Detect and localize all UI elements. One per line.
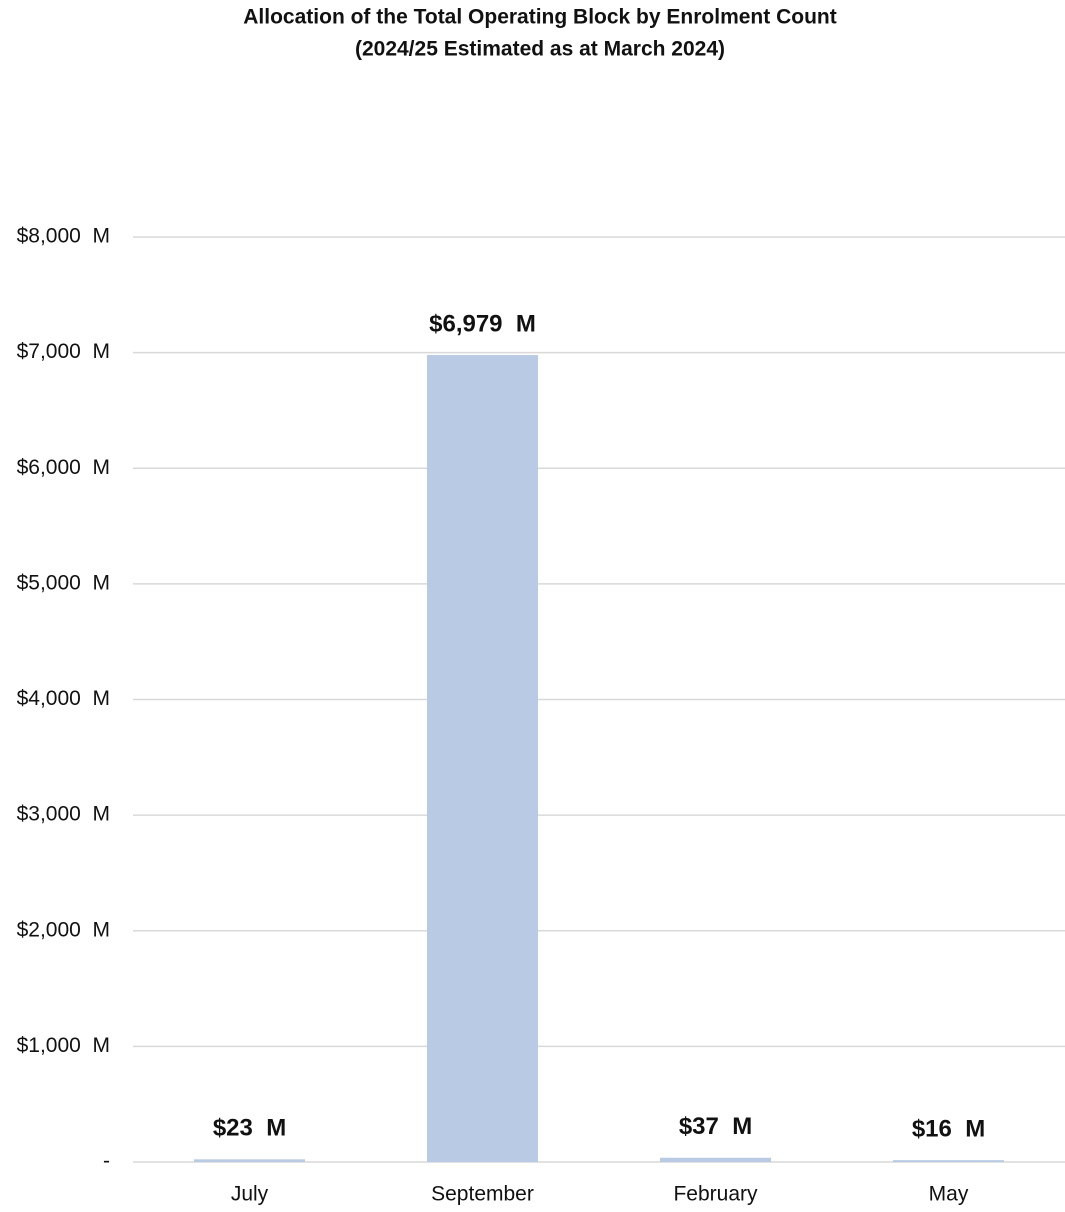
y-tick-label: - xyxy=(103,1150,110,1173)
data-label: $6,979 M xyxy=(429,310,536,337)
chart-title: Allocation of the Total Operating Block … xyxy=(243,6,836,29)
y-tick-label: $6,000 M xyxy=(17,456,110,479)
y-tick-label: $5,000 M xyxy=(17,571,110,594)
y-tick-label: $1,000 M xyxy=(17,1034,110,1057)
y-tick-label: $8,000 M xyxy=(17,225,110,248)
bar xyxy=(427,355,538,1163)
bar xyxy=(893,1160,1004,1162)
y-tick-label: $2,000 M xyxy=(17,918,110,941)
chart-subtitle: (2024/25 Estimated as at March 2024) xyxy=(355,38,725,61)
data-label: $16 M xyxy=(912,1115,985,1142)
y-tick-label: $7,000 M xyxy=(17,340,110,363)
x-tick-label: July xyxy=(231,1183,269,1206)
x-tick-label: September xyxy=(431,1183,534,1206)
x-tick-label: February xyxy=(673,1183,758,1206)
y-tick-label: $4,000 M xyxy=(17,687,110,710)
data-label: $23 M xyxy=(213,1115,286,1142)
bar xyxy=(660,1157,771,1162)
x-tick-label: May xyxy=(929,1183,969,1206)
bar xyxy=(194,1159,305,1162)
data-label: $37 M xyxy=(679,1113,752,1140)
y-tick-label: $3,000 M xyxy=(17,803,110,826)
